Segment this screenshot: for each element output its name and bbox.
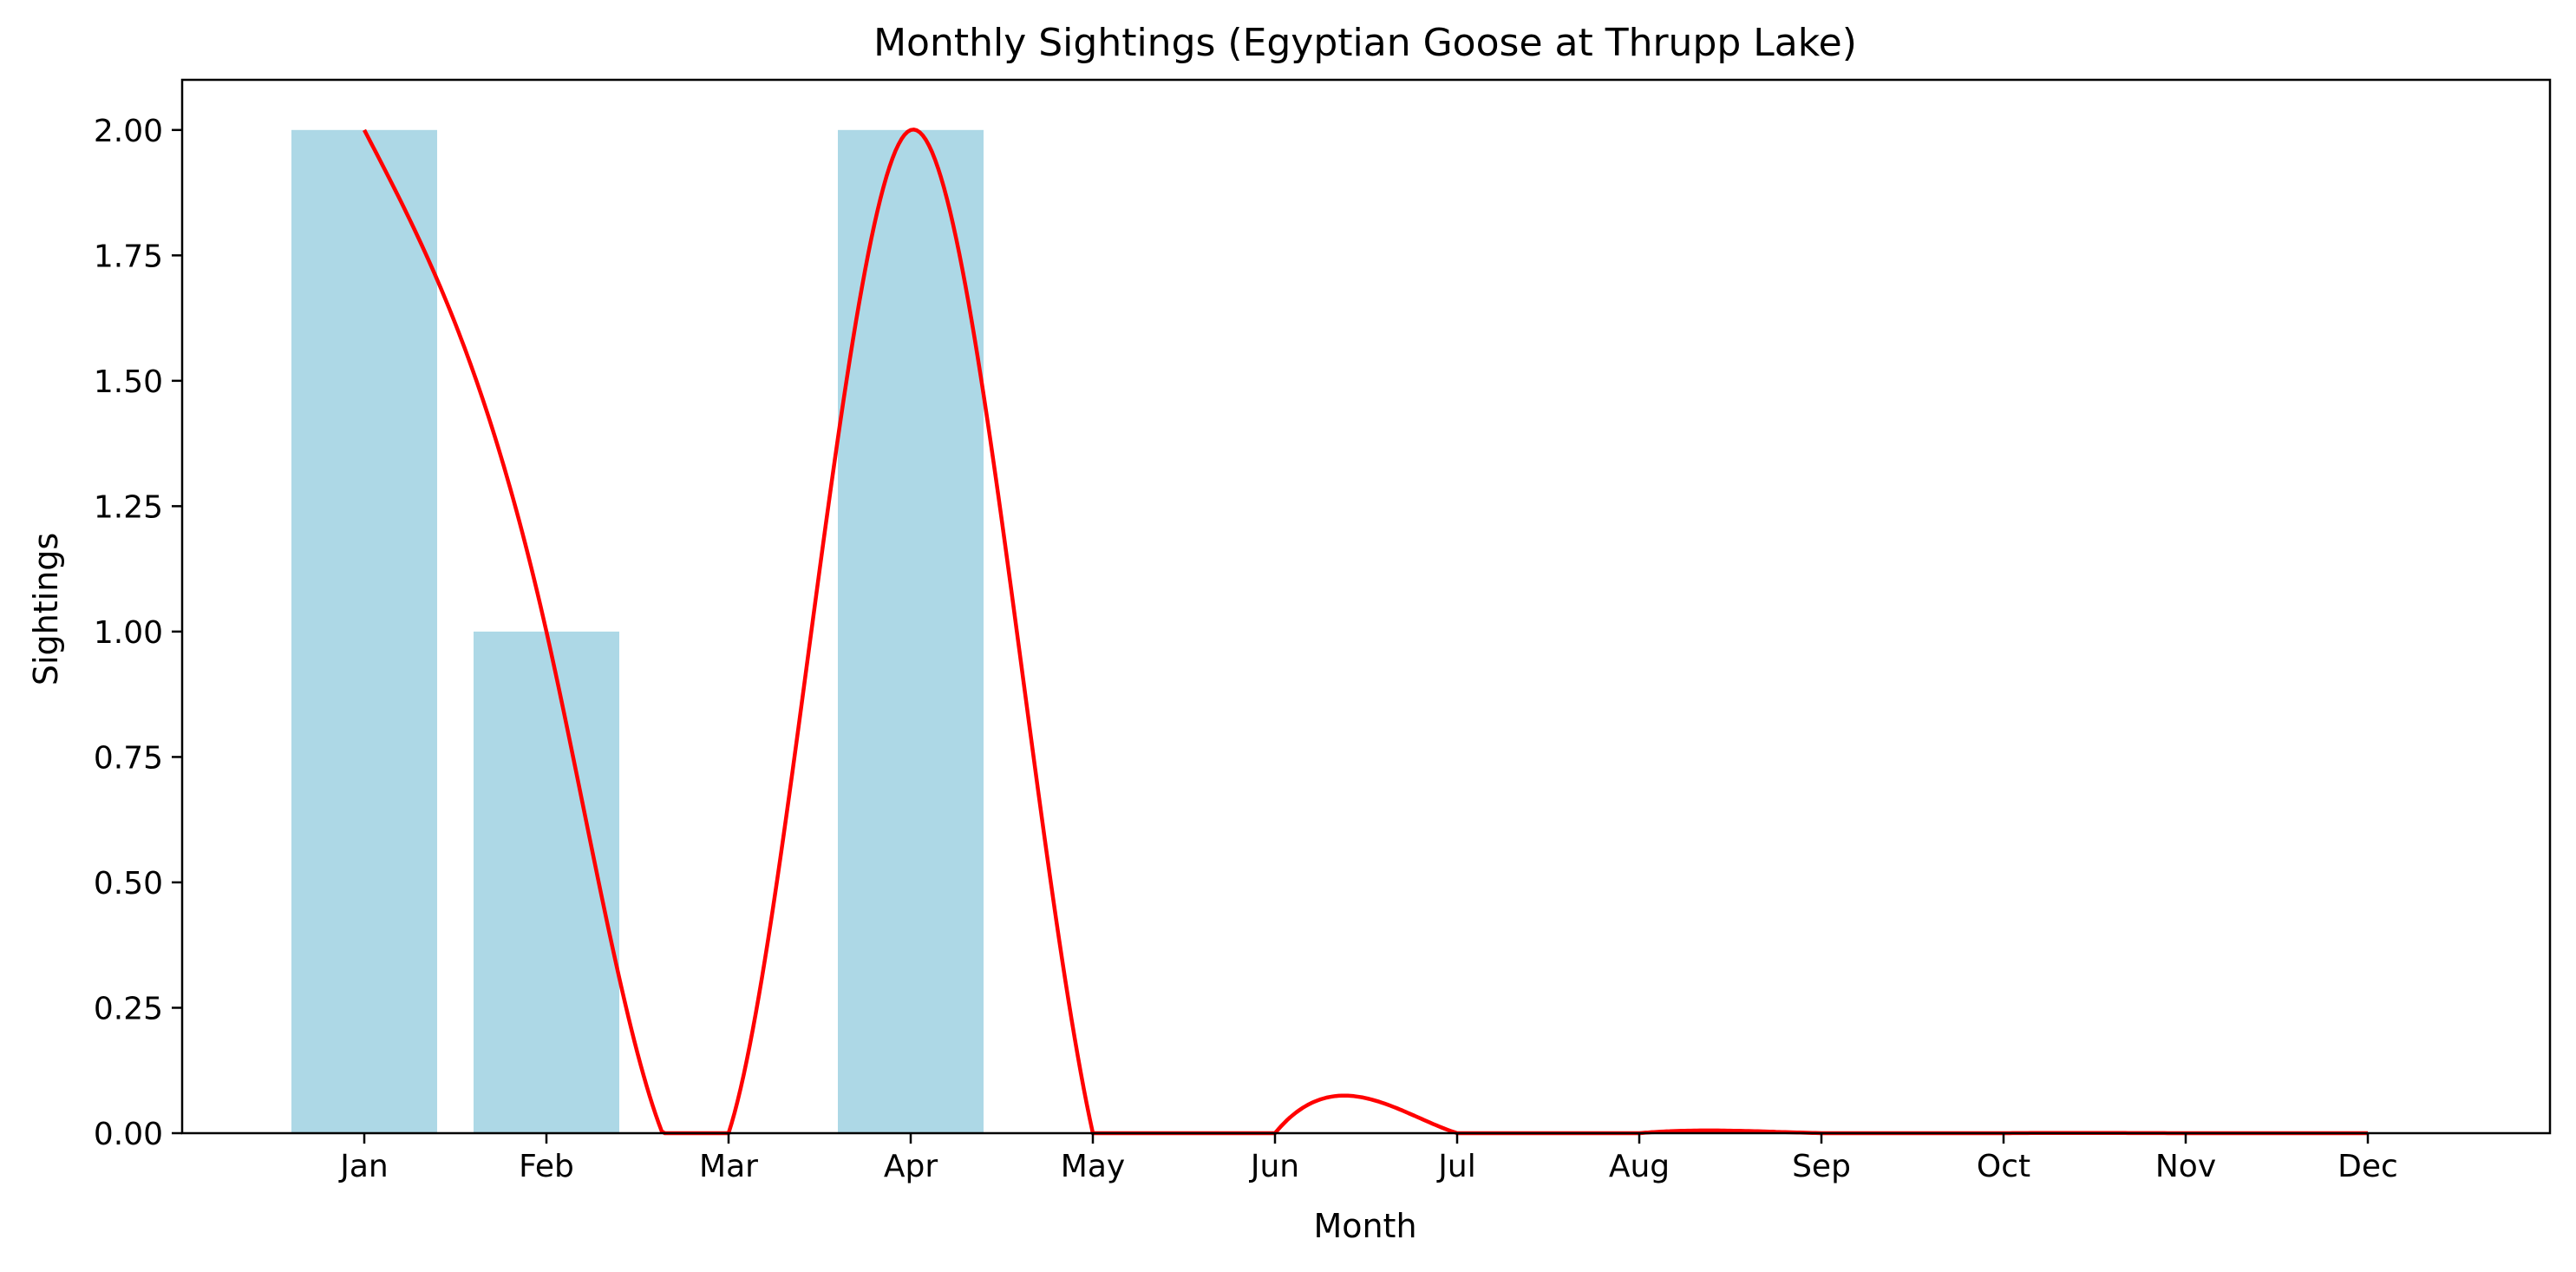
y-axis-label: Sightings xyxy=(27,533,65,685)
bar-apr xyxy=(838,129,984,1133)
x-tick-label-mar: Mar xyxy=(699,1149,758,1184)
y-tick-label-0.00: 0.00 xyxy=(94,1117,163,1152)
x-tick-label-nov: Nov xyxy=(2155,1149,2216,1184)
x-tick-label-dec: Dec xyxy=(2337,1149,2398,1184)
y-tick-label-1.00: 1.00 xyxy=(94,615,163,651)
y-tick-label-1.50: 1.50 xyxy=(94,364,163,400)
y-tick-label-0.25: 0.25 xyxy=(94,991,163,1026)
y-tick-label-2.00: 2.00 xyxy=(94,114,163,149)
x-tick-label-may: May xyxy=(1061,1149,1125,1184)
x-axis-label: Month xyxy=(1313,1207,1416,1245)
x-tick-label-aug: Aug xyxy=(1609,1149,1670,1184)
plot-area: Jan Feb Mar Apr May Jun Jul Aug Sep Oct Nov Dec 0.00… xyxy=(94,78,2552,1184)
y-tick-label-1.25: 1.25 xyxy=(94,489,163,525)
y-tick-label-1.75: 1.75 xyxy=(94,239,163,274)
trend-line xyxy=(363,128,2368,1136)
x-tick-label-jul: Jul xyxy=(1436,1149,1475,1184)
x-tick-label-jun: Jun xyxy=(1249,1149,1299,1184)
axes-frame xyxy=(180,78,2552,1135)
x-tick-label-jan: Jan xyxy=(338,1149,389,1184)
x-tick-label-oct: Oct xyxy=(1977,1149,2030,1184)
x-tick-label-sep: Sep xyxy=(1792,1149,1851,1184)
bar-jan xyxy=(291,129,437,1133)
y-tick-label-0.50: 0.50 xyxy=(94,866,163,902)
x-tick-label-feb: Feb xyxy=(519,1149,574,1184)
chart-title: Monthly Sightings (Egyptian Goose at Thr… xyxy=(873,21,1857,65)
y-tick-label-0.75: 0.75 xyxy=(94,740,163,776)
x-tick-label-apr: Apr xyxy=(884,1149,938,1184)
bar-feb xyxy=(474,631,619,1133)
